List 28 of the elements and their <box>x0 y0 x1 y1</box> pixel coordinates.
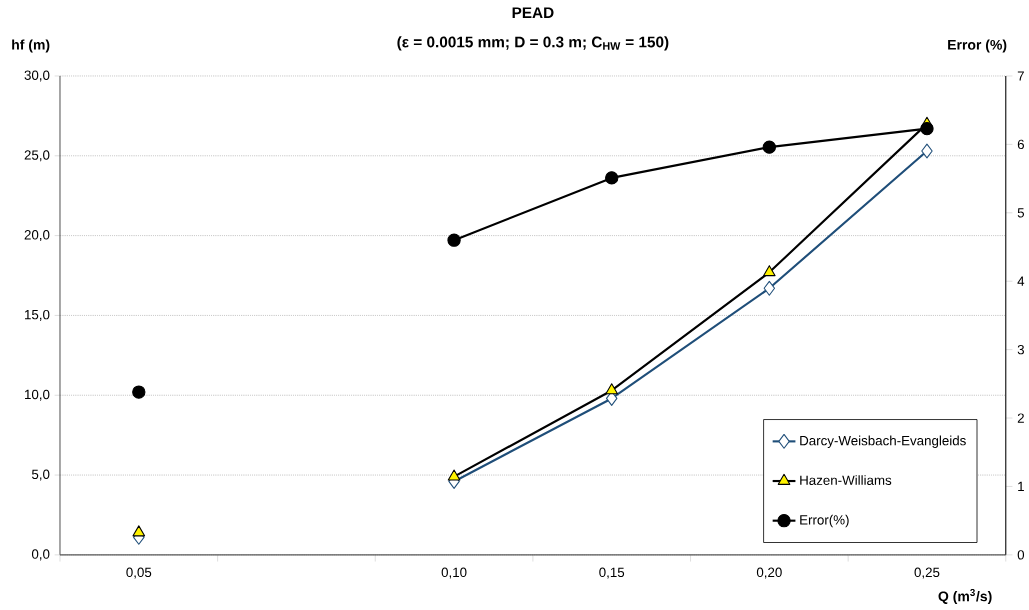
x-axis-title: Q (m$^{3}$/s) <box>938 589 992 605</box>
y2-tick-label: 3 <box>1017 344 1024 355</box>
legend-label: Error(%) <box>800 514 849 528</box>
y-tick-label: 5,0 <box>31 469 50 481</box>
y-tick-label: 0,0 <box>31 549 50 561</box>
x-tick-label: 0,15 <box>599 567 625 579</box>
legend-label: Darcy-Weisbach-Evangleids <box>800 435 966 449</box>
y2-tick-label: 7 <box>1017 71 1024 81</box>
chart-title: PEAD <box>512 7 554 18</box>
chart-subtitle: (ε = 0.0015 mm; D = 0.3 m; C$_{HW}$ = 150) <box>397 36 669 51</box>
y-tick-label: 10,0 <box>25 389 50 401</box>
x-tick-label: 0,20 <box>756 567 782 579</box>
x-tick-label: 0,10 <box>441 567 467 579</box>
x-tick-label: 0,05 <box>126 567 152 579</box>
y-tick-label: 20,0 <box>24 230 50 242</box>
x-tick-label: 0,25 <box>914 567 940 579</box>
y2-tick-label: 4 <box>1017 276 1025 286</box>
y2-tick-label: 6 <box>1017 139 1024 150</box>
y-tick-label: 15,0 <box>25 309 50 321</box>
y2-tick-label: 5 <box>1017 208 1025 218</box>
y-tick-label: 30,0 <box>24 70 50 82</box>
y2-axis-title: Error (%) <box>948 39 1007 53</box>
y2-tick-label: 2 <box>1017 413 1024 423</box>
y-axis-title: hf (m) <box>12 39 50 53</box>
y2-tick-label: 1 <box>1018 481 1024 492</box>
legend-label: Hazen-Williams <box>800 475 892 486</box>
y-tick-label: 25,0 <box>24 150 50 162</box>
y2-tick-label: 0 <box>1017 550 1025 560</box>
